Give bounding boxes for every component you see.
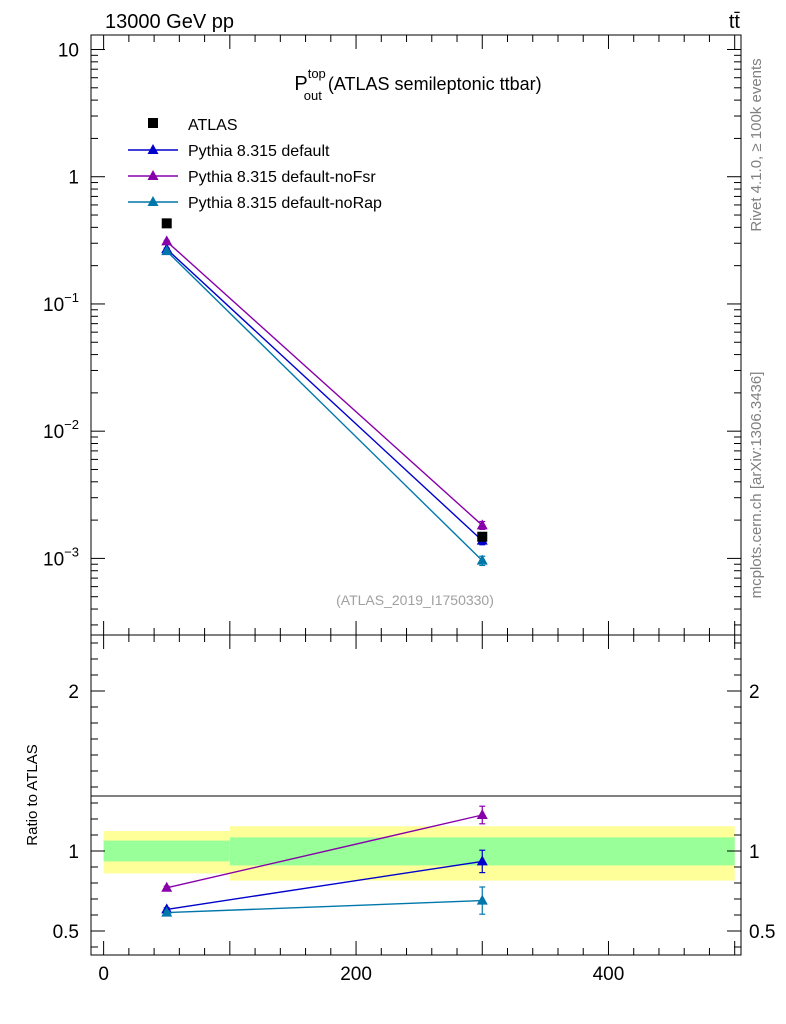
- main-ytick-exp: −2: [64, 417, 79, 432]
- legend: ATLAS Pythia 8.315 default Pythia 8.315 d…: [128, 117, 382, 212]
- legend-label-2: Pythia 8.315 default-noRap: [188, 195, 382, 212]
- legend-marker-2: [147, 196, 159, 206]
- main-ytick-label: 10−2: [43, 417, 79, 443]
- ratio-ytick-label: 0.5: [53, 922, 79, 943]
- main-series-line-0: [166, 248, 483, 542]
- legend-marker-0: [147, 144, 159, 154]
- ratio-ytick-label: 1: [68, 842, 79, 863]
- ratio-frame: [90, 634, 742, 956]
- legend-marker-atlas: [148, 118, 158, 128]
- legend-label-atlas: ATLAS: [188, 117, 238, 134]
- ratio-xtick-label: 400: [593, 964, 625, 985]
- process-label: tt̄: [729, 11, 741, 33]
- legend-marker-1: [147, 170, 159, 180]
- main-series-line-2: [166, 250, 483, 562]
- rivet-label: Rivet 4.1.0, ≥ 100k events: [748, 58, 765, 231]
- energy-label: 13000 GeV pp: [105, 11, 234, 33]
- ratio-ytick-label-right: 0.5: [749, 922, 775, 943]
- watermark: (ATLAS_2019_I1750330): [336, 592, 494, 608]
- ratio-ytick-label-right: 2: [749, 682, 760, 703]
- ratio-ytick-label-right: 1: [749, 842, 760, 863]
- ratio-xtick-label: 0: [98, 964, 109, 985]
- main-ytick-label: 10−3: [43, 544, 79, 570]
- ratio-series-line-1: [166, 814, 483, 889]
- main-ytick-exp: −3: [64, 544, 79, 559]
- main-ytick-label: 10−1: [43, 290, 79, 316]
- main-ytick-exp: −1: [64, 290, 79, 305]
- ratio-ytick-label: 2: [68, 682, 79, 703]
- ratio-point-1-0: [161, 881, 173, 892]
- main-ytick-base: 10: [43, 295, 64, 316]
- main-ytick-base: 10: [43, 422, 64, 443]
- ratio-series-line-0: [166, 860, 483, 911]
- title-main: P: [294, 73, 307, 95]
- ratio-point-2-0: [161, 906, 173, 917]
- main-ytick-label: 1: [68, 168, 79, 189]
- ratio-point-0-1: [476, 855, 488, 866]
- legend-label-0: Pythia 8.315 default: [188, 143, 330, 160]
- main-point-2-1: [476, 554, 488, 565]
- atlas-point-1: [477, 531, 488, 542]
- atlas-point-0: [161, 218, 172, 229]
- ratio-point-1-1: [476, 809, 488, 819]
- main-ytick-label: 10: [58, 40, 79, 61]
- main-point-1-0: [161, 235, 173, 246]
- main-point-1-1: [476, 519, 488, 530]
- ratio-ylabel: Ratio to ATLAS: [24, 744, 41, 845]
- plot-title: Ptop out (ATLAS semileptonic ttbar): [294, 66, 541, 103]
- ratio-point-2-1: [476, 894, 488, 905]
- ratio-series-line-2: [166, 899, 483, 914]
- legend-label-1: Pythia 8.315 default-noFsr: [188, 169, 376, 186]
- main-point-2-0: [161, 245, 173, 256]
- ratio-band-inner-0: [103, 840, 230, 862]
- title-rest: (ATLAS semileptonic ttbar): [328, 74, 542, 94]
- ratio-panel: 0 200 400 0.5 0.5 1 1 2 2 Ratio to ATLAS: [24, 634, 775, 985]
- main-series-line-1: [166, 240, 483, 526]
- ratio-xtick-label: 200: [340, 964, 372, 985]
- title-sup: top: [308, 66, 326, 81]
- title-sub: out: [304, 88, 322, 103]
- main-ytick-base: 10: [43, 549, 64, 570]
- mcplots-label: mcplots.cern.ch [arXiv:1306.3436]: [748, 372, 765, 599]
